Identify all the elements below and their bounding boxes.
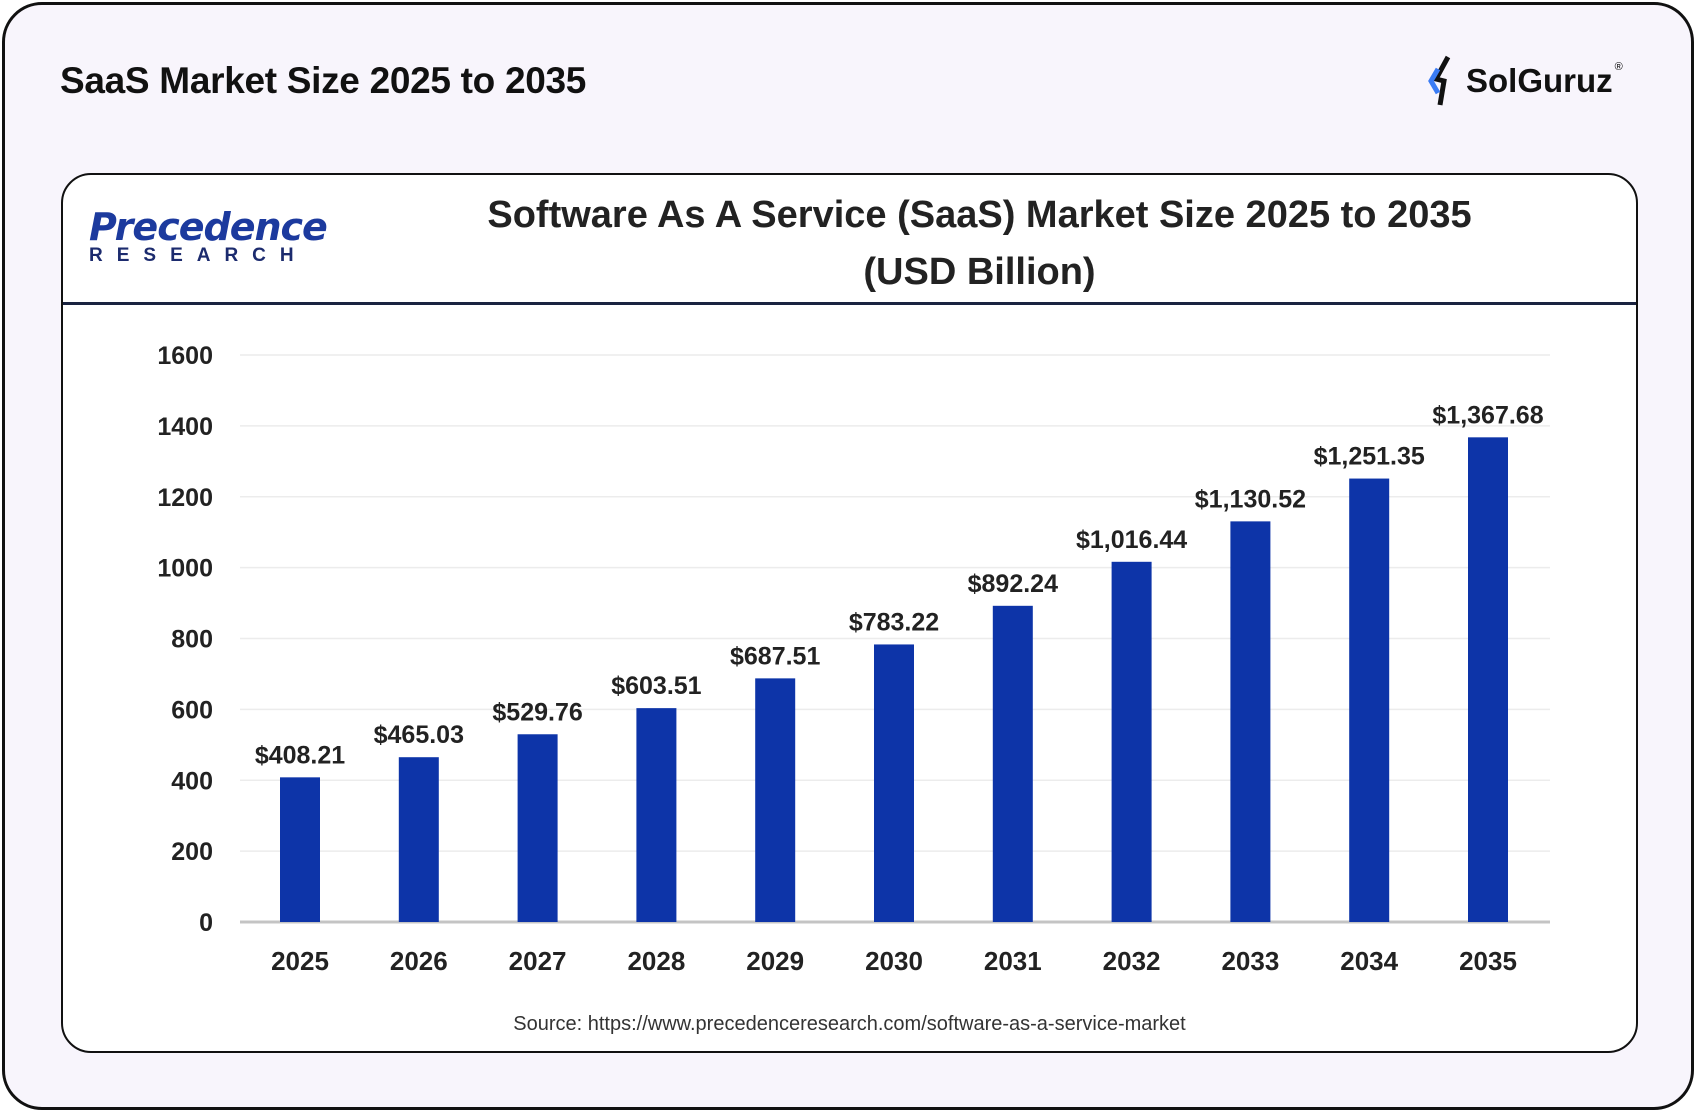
bar-2033 [1230,521,1271,922]
page-title: SaaS Market Size 2025 to 2035 [60,60,587,101]
x-tick-label-2025: 2025 [271,946,329,976]
data-label-2029: $687.51 [730,642,820,670]
header-divider [63,302,1636,305]
y-tick-label: 600 [171,696,213,724]
bar-chart: 0 200 400 600 800 1000 1200 1400 1600 $408.21 2025… [157,342,1550,976]
bar-2034 [1349,478,1390,922]
data-label-2025: $408.21 [255,741,345,769]
data-label-2035: $1,367.68 [1432,401,1543,429]
y-tick-label: 1200 [157,484,213,512]
y-tick-label: 1000 [157,555,213,583]
x-tick-label-2029: 2029 [746,946,804,976]
logo-line1: Precedence [89,205,328,249]
bar-2029 [755,678,796,922]
x-tick-label-2026: 2026 [390,946,448,976]
data-label-2030: $783.22 [849,608,939,636]
x-tick-label-2031: 2031 [984,946,1042,976]
y-tick-label: 200 [171,838,213,866]
x-tick-label-2028: 2028 [627,946,685,976]
data-label-2034: $1,251.35 [1314,443,1425,471]
bar-2028 [636,708,677,922]
bar-2026 [398,757,439,922]
data-label-2033: $1,130.52 [1195,485,1306,513]
y-tick-label: 800 [171,626,213,654]
registered-mark: ® [1614,61,1623,73]
x-tick-label-2035: 2035 [1459,946,1517,976]
y-tick-label: 400 [171,767,213,795]
bar-2027 [517,734,558,922]
logo-line2: RESEARCH [89,245,308,266]
x-tick-label-2032: 2032 [1103,946,1161,976]
y-tick-label: 1400 [157,413,213,441]
data-label-2027: $529.76 [492,698,582,726]
data-label-2031: $892.24 [968,570,1058,598]
x-tick-label-2033: 2033 [1221,946,1279,976]
data-label-2026: $465.03 [374,721,464,749]
data-label-2028: $603.51 [611,672,701,700]
chart-card: Precedence RESEARCH Software As A Servic… [61,173,1638,1053]
bar-2025 [280,777,320,922]
bar-2032 [1111,561,1152,922]
source-text: Source: https://www.precedenceresearch.c… [513,1013,1186,1035]
solguruz-logo: SolGuruz ® [1428,55,1623,107]
brand-name: SolGuruz [1466,62,1613,99]
bar-2031 [992,605,1033,922]
chart-subtitle: (USD Billion) [863,251,1096,293]
precedence-research-logo: Precedence RESEARCH [89,205,328,267]
x-tick-label-2027: 2027 [509,946,567,976]
bar-2035 [1468,437,1508,922]
data-label-2032: $1,016.44 [1076,526,1187,554]
x-tick-label-2030: 2030 [865,946,923,976]
y-tick-label: 0 [199,909,213,937]
x-tick-label-2034: 2034 [1340,946,1398,976]
bar-2030 [874,644,914,922]
chart-title: Software As A Service (SaaS) Market Size… [363,187,1596,301]
y-tick-label: 1600 [157,342,213,370]
solguruz-logo-icon [1428,55,1451,106]
chart-title-main: Software As A Service (SaaS) Market Size… [487,194,1472,236]
